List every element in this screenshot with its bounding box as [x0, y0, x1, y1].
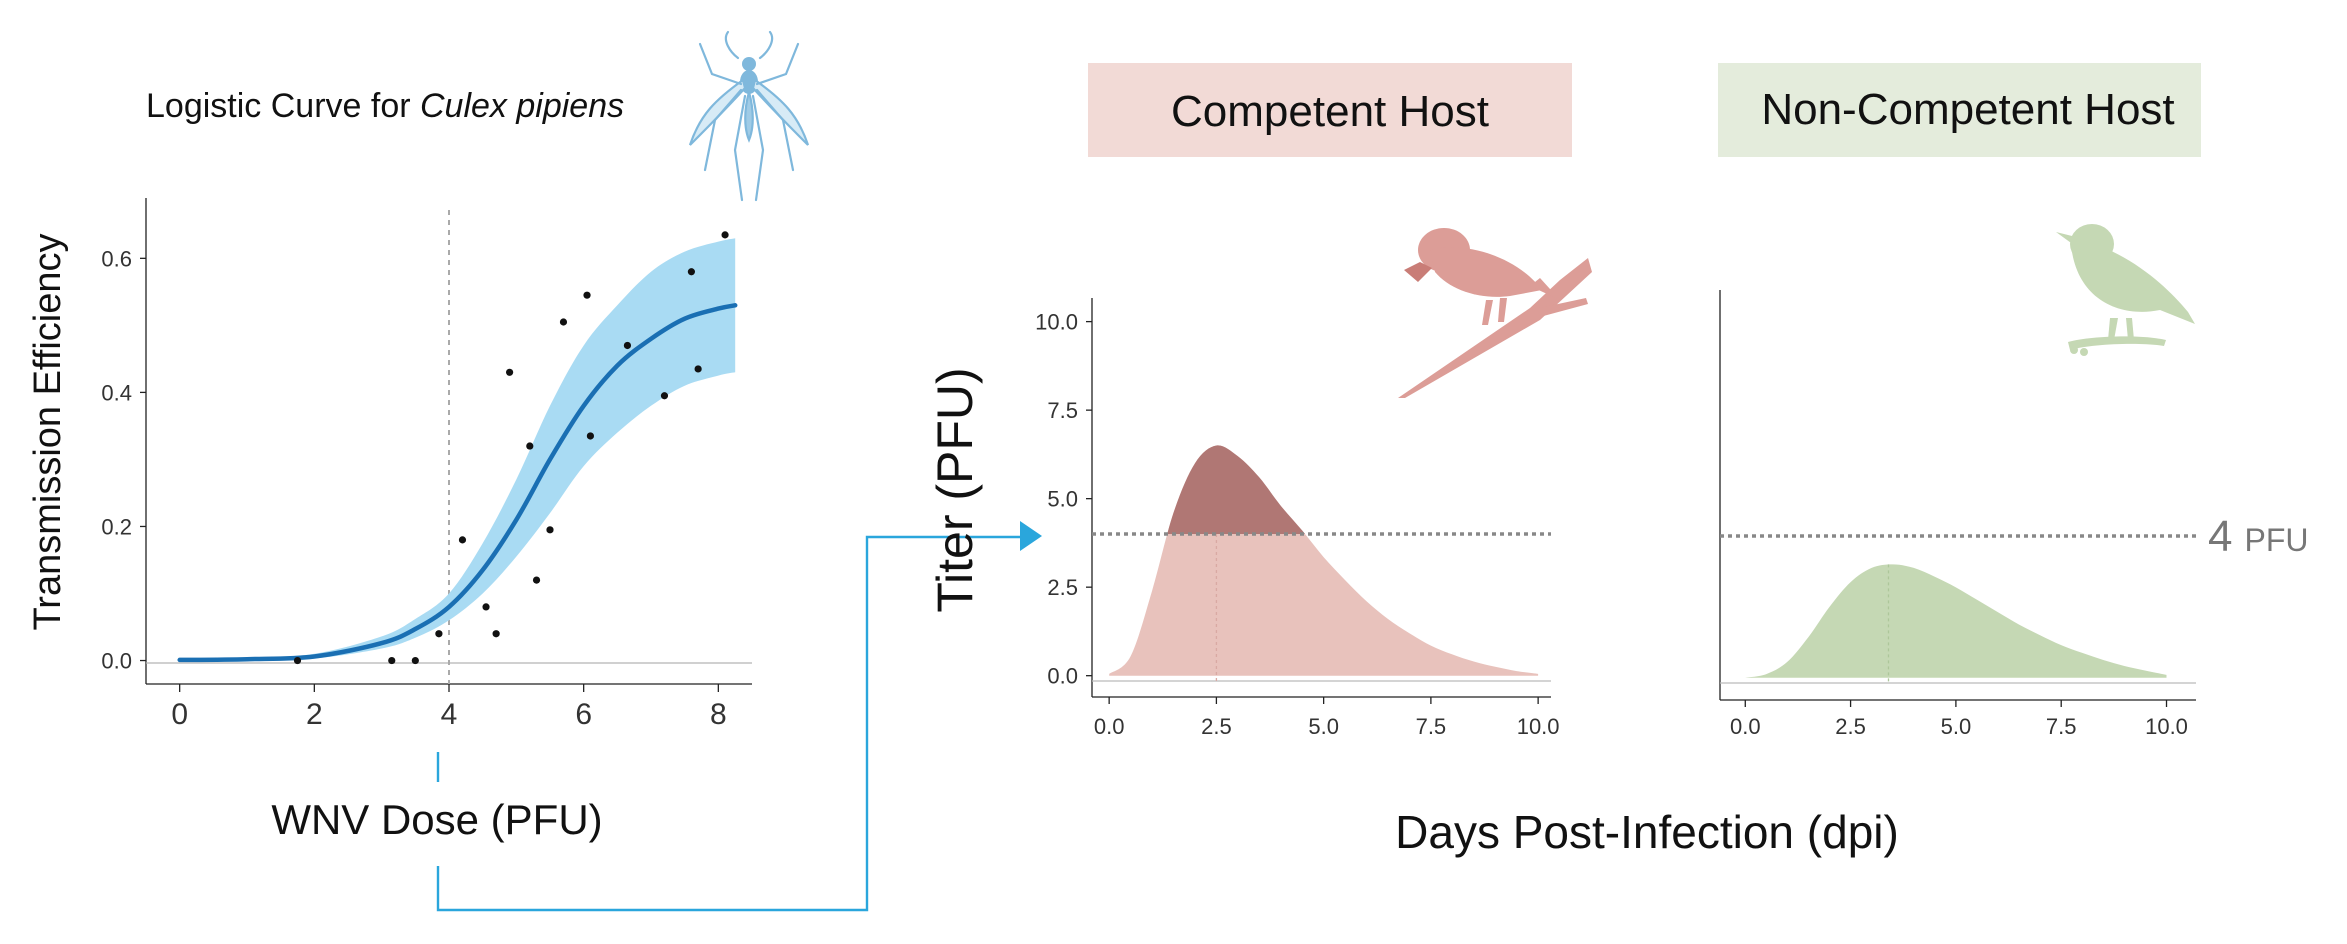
data-point — [526, 442, 534, 450]
logistic-x-label: WNV Dose (PFU) — [271, 796, 602, 843]
x-tick-label: 0.0 — [1094, 714, 1125, 739]
days-x-label: Days Post-Infection (dpi) — [1395, 806, 1899, 858]
logistic-panel: Logistic Curve for Culex pipiens 0 2 4 6 8 0… — [27, 30, 810, 843]
x-tick-label: 0 — [171, 698, 188, 731]
threshold-label-value: 4 — [2208, 512, 2232, 561]
data-point — [721, 231, 729, 239]
noncompetent-title: Non-Competent Host — [1761, 85, 2174, 134]
logistic-y-label: Transmission Efficiency — [27, 233, 69, 630]
data-point — [411, 656, 419, 665]
x-tick-label: 7.5 — [1416, 714, 1447, 739]
x-tick-label: 7.5 — [2046, 714, 2077, 739]
competent-title-box — [1088, 63, 1572, 157]
logistic-title-prefix: Logistic Curve for — [146, 87, 420, 125]
noncompetent-titer-area — [1745, 564, 2167, 678]
competent-panel: Competent Host 0.0 2.5 5.0 7.5 10.0 0.0 2.5 5.… — [1035, 63, 1592, 739]
x-tick-label: 0.0 — [1730, 714, 1761, 739]
competent-x-ticks: 0.0 2.5 5.0 7.5 10.0 — [1094, 697, 1560, 739]
x-tick-label: 10.0 — [1517, 714, 1560, 739]
data-point — [559, 318, 568, 326]
logistic-points — [293, 231, 729, 665]
y-tick-label: 0.0 — [101, 649, 132, 674]
data-point — [583, 291, 591, 299]
data-point — [694, 365, 702, 373]
data-point — [623, 341, 632, 350]
logistic-title-species: Culex pipiens — [420, 87, 624, 125]
x-tick-label: 2 — [306, 698, 323, 731]
y-tick-label: 7.5 — [1047, 398, 1078, 423]
non-competent-bird-icon — [2056, 224, 2195, 356]
logistic-fit-curve — [177, 303, 738, 663]
x-tick-label: 2.5 — [1835, 714, 1866, 739]
threshold-label: 4 PFU — [2208, 512, 2308, 561]
x-tick-label: 5.0 — [1308, 714, 1339, 739]
competent-y-ticks: 0.0 2.5 5.0 7.5 10.0 — [1035, 310, 1092, 689]
logistic-x-ticks: 0 2 4 6 8 — [171, 684, 727, 731]
x-tick-label: 2.5 — [1201, 714, 1232, 739]
y-tick-label: 0.6 — [101, 246, 132, 271]
threshold-label-unit: PFU — [2244, 522, 2308, 558]
competent-above-threshold-area — [1167, 445, 1306, 535]
data-point — [482, 603, 490, 611]
y-tick-label: 0.4 — [101, 380, 132, 405]
noncompetent-title-box — [1718, 63, 2201, 157]
x-tick-label: 6 — [575, 698, 592, 731]
data-point — [458, 536, 467, 544]
data-point — [293, 656, 302, 665]
x-tick-label: 8 — [710, 698, 727, 731]
data-point — [388, 656, 396, 665]
competent-titer-area — [1109, 445, 1539, 676]
data-point — [532, 576, 541, 584]
competent-bird-icon — [1398, 228, 1592, 398]
noncompetent-x-ticks: 0.0 2.5 5.0 7.5 10.0 — [1730, 700, 2188, 739]
logistic-confidence-band — [179, 238, 736, 661]
data-point — [546, 526, 554, 534]
y-tick-label: 5.0 — [1047, 487, 1078, 512]
x-tick-label: 10.0 — [2145, 714, 2188, 739]
x-tick-label: 4 — [441, 698, 458, 731]
titer-y-label: Titer (PFU) — [927, 367, 983, 612]
y-tick-label: 0.2 — [101, 514, 132, 539]
mosquito-icon — [688, 30, 810, 202]
data-point — [586, 432, 595, 440]
data-point — [506, 368, 514, 376]
y-tick-label: 2.5 — [1047, 575, 1078, 600]
data-point — [435, 630, 443, 638]
connector-arrow — [436, 521, 1042, 912]
x-tick-label: 5.0 — [1941, 714, 1972, 739]
y-tick-label: 10.0 — [1035, 310, 1078, 335]
logistic-title: Logistic Curve for Culex pipiens — [146, 87, 624, 125]
competent-title: Competent Host — [1171, 87, 1489, 136]
data-point — [492, 630, 500, 638]
noncompetent-panel: Non-Competent Host 4 PFU 0.0 2.5 5.0 7.5 10.0 — [1718, 63, 2308, 739]
data-point — [687, 268, 696, 276]
logistic-y-ticks: 0.0 0.2 0.4 0.6 — [101, 246, 146, 674]
data-point — [660, 392, 669, 400]
connector-arrowhead — [1020, 521, 1042, 551]
y-tick-label: 0.0 — [1047, 664, 1078, 689]
